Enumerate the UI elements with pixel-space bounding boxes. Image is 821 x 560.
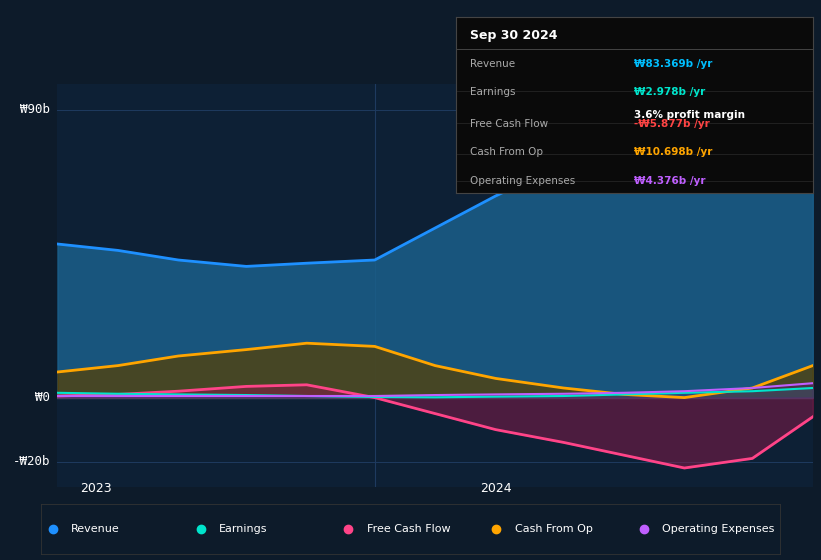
Text: ₩10.698b /yr: ₩10.698b /yr — [635, 147, 713, 157]
Text: ₩4.376b /yr: ₩4.376b /yr — [635, 176, 706, 185]
Text: Earnings: Earnings — [219, 524, 268, 534]
Text: Operating Expenses: Operating Expenses — [470, 176, 576, 185]
Text: ₩90b: ₩90b — [20, 103, 50, 116]
Text: 3.6% profit margin: 3.6% profit margin — [635, 110, 745, 120]
Text: Revenue: Revenue — [71, 524, 120, 534]
Text: Free Cash Flow: Free Cash Flow — [367, 524, 451, 534]
Text: ₩83.369b /yr: ₩83.369b /yr — [635, 59, 713, 69]
Text: 2024: 2024 — [480, 482, 512, 496]
Text: -₩20b: -₩20b — [12, 455, 50, 468]
Text: Earnings: Earnings — [470, 87, 516, 97]
Text: Cash From Op: Cash From Op — [470, 147, 543, 157]
Text: Cash From Op: Cash From Op — [515, 524, 593, 534]
Text: ₩2.978b /yr: ₩2.978b /yr — [635, 87, 705, 97]
Text: -₩5.877b /yr: -₩5.877b /yr — [635, 119, 710, 129]
Text: Operating Expenses: Operating Expenses — [663, 524, 775, 534]
Text: Revenue: Revenue — [470, 59, 515, 69]
Text: ₩0: ₩0 — [35, 391, 50, 404]
Text: Sep 30 2024: Sep 30 2024 — [470, 29, 557, 42]
Text: 2023: 2023 — [80, 482, 112, 496]
Text: Free Cash Flow: Free Cash Flow — [470, 119, 548, 129]
